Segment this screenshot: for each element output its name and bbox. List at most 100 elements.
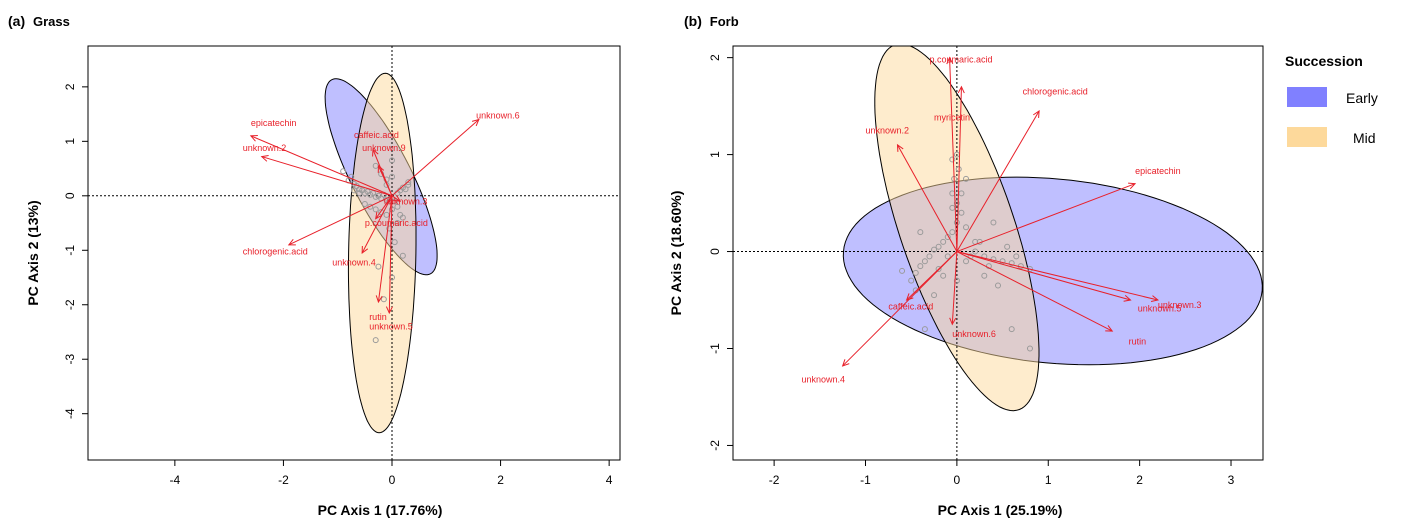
x-tick-label: 2 [1136, 473, 1143, 487]
data-point [940, 238, 947, 245]
data-point [917, 263, 924, 270]
vector-p-coumaric-acid-arrowhead [946, 56, 954, 65]
data-point [995, 282, 1001, 289]
data-point [375, 263, 382, 270]
vector-unknown-2-arrowhead [896, 143, 904, 152]
vector-chlorogenic-acid-label: chlorogenic.acid [1023, 86, 1088, 96]
x-tick-label: 0 [389, 473, 396, 487]
data-point [899, 267, 906, 274]
vector-unknown-6-arrowhead [949, 317, 957, 326]
vector-rutin-arrow [956, 251, 1113, 332]
vector-unknown-4-label: unknown.4 [332, 258, 376, 268]
data-point [389, 157, 395, 164]
data-point [361, 200, 368, 207]
data-point [405, 181, 412, 188]
vector-unknown-5-arrow [956, 251, 1131, 301]
vector-epicatechin-arrow [250, 135, 393, 197]
vector-unknown-9-arrowhead [377, 164, 385, 173]
data-point [394, 220, 401, 227]
vector-unknown-2-label: unknown.2 [243, 143, 287, 153]
vector-rutin-arrowhead [375, 295, 383, 304]
data-point [389, 274, 395, 281]
vector-caffeic-acid-label: caffeic.acid [888, 302, 933, 312]
data-point [351, 187, 357, 194]
vector-chlorogenic-acid-arrowhead [287, 239, 296, 246]
ellipse-mid-grass [347, 72, 417, 434]
x-tick-label: 4 [606, 473, 613, 487]
vector-epicatechin-label: epicatechin [251, 118, 297, 128]
y-axis-title-grass: PC Axis 2 (13%) [25, 200, 41, 305]
vector-myricetin-arrowhead [957, 85, 965, 94]
x-tick-label: 0 [954, 473, 961, 487]
data-point [340, 168, 347, 175]
vector-epicatechin-arrowhead [249, 135, 258, 142]
data-point [963, 175, 970, 182]
data-point [1008, 260, 1015, 267]
data-point [912, 269, 919, 276]
data-point [1008, 326, 1015, 333]
vector-myricetin-arrow [956, 86, 962, 252]
vector-chlorogenic-acid-arrowhead [1033, 109, 1040, 118]
vector-unknown-2-arrow [261, 156, 393, 197]
y-tick-label: 0 [708, 248, 722, 255]
vector-unknown-6-arrow [951, 251, 958, 325]
x-axis-title-forb: PC Axis 1 (25.19%) [938, 502, 1063, 518]
vector-unknown-3-arrowhead [1150, 295, 1160, 302]
data-point [1013, 253, 1020, 260]
vector-unknown-6-arrowhead [471, 118, 480, 127]
data-point [935, 243, 942, 250]
vector-rutin-label: rutin [369, 312, 387, 322]
x-tick-label: 3 [1228, 473, 1235, 487]
data-point [389, 173, 395, 180]
vector-unknown-4-label: unknown.4 [802, 374, 846, 384]
data-point [958, 209, 965, 216]
data-point [348, 173, 355, 180]
data-point [981, 272, 988, 279]
legend-label-mid: Mid [1353, 130, 1376, 146]
data-point [921, 326, 928, 333]
vector-p-coumaric-acid-arrow [949, 57, 958, 252]
vector-unknown-4-arrow [361, 195, 393, 254]
vector-unknown-3-label: unknown.3 [1158, 300, 1202, 310]
vector-unknown-5-arrowhead [1123, 295, 1132, 302]
plot-frame-forb [732, 45, 1264, 461]
vector-unknown-4-arrow [842, 251, 958, 367]
y-tick-label: -1 [708, 343, 722, 354]
data-point [356, 190, 363, 197]
data-point [940, 272, 947, 279]
vector-caffeic-acid-label: caffeic.acid [354, 130, 399, 140]
y-tick-label: -1 [63, 245, 77, 256]
vector-rutin-label: rutin [1129, 337, 1147, 347]
legend: Succession Early Mid [1285, 53, 1378, 147]
x-tick-label: -2 [278, 473, 289, 487]
vector-unknown-3-arrowhead [393, 194, 402, 202]
x-tick-label: -1 [860, 473, 871, 487]
vector-myricetin-label: myricetin [934, 113, 970, 123]
vector-chlorogenic-acid-label: chlorogenic.acid [243, 247, 308, 257]
vector-epicatechin-arrowhead [1128, 182, 1137, 190]
data-point [391, 239, 398, 246]
data-point [944, 253, 951, 260]
x-tick-label: 1 [1045, 473, 1052, 487]
svg-text:(b) Forb: (b) Forb [684, 13, 739, 29]
vector-p-coumaric-acid-arrow [375, 195, 393, 219]
panel-a-title: Grass [33, 14, 70, 29]
data-point [917, 229, 924, 236]
data-point [949, 156, 956, 163]
y-axis-title-forb: PC Axis 2 (18.60%) [668, 191, 684, 316]
y-tick-label: 1 [63, 138, 77, 145]
vector-rutin-arrowhead [1105, 325, 1114, 332]
vector-chlorogenic-acid-arrow [288, 195, 393, 246]
legend-swatch-early [1287, 87, 1327, 107]
data-point [908, 277, 915, 284]
data-point [926, 253, 933, 260]
y-tick-label: -3 [63, 354, 77, 365]
data-point [386, 225, 393, 232]
vector-epicatechin-label: epicatechin [1135, 166, 1181, 176]
y-tick-label: 2 [708, 54, 722, 61]
vector-unknown-3-arrow [391, 195, 401, 202]
data-point [1004, 243, 1011, 250]
vector-rutin-arrow [377, 195, 393, 303]
y-tick-label: 2 [63, 83, 77, 90]
